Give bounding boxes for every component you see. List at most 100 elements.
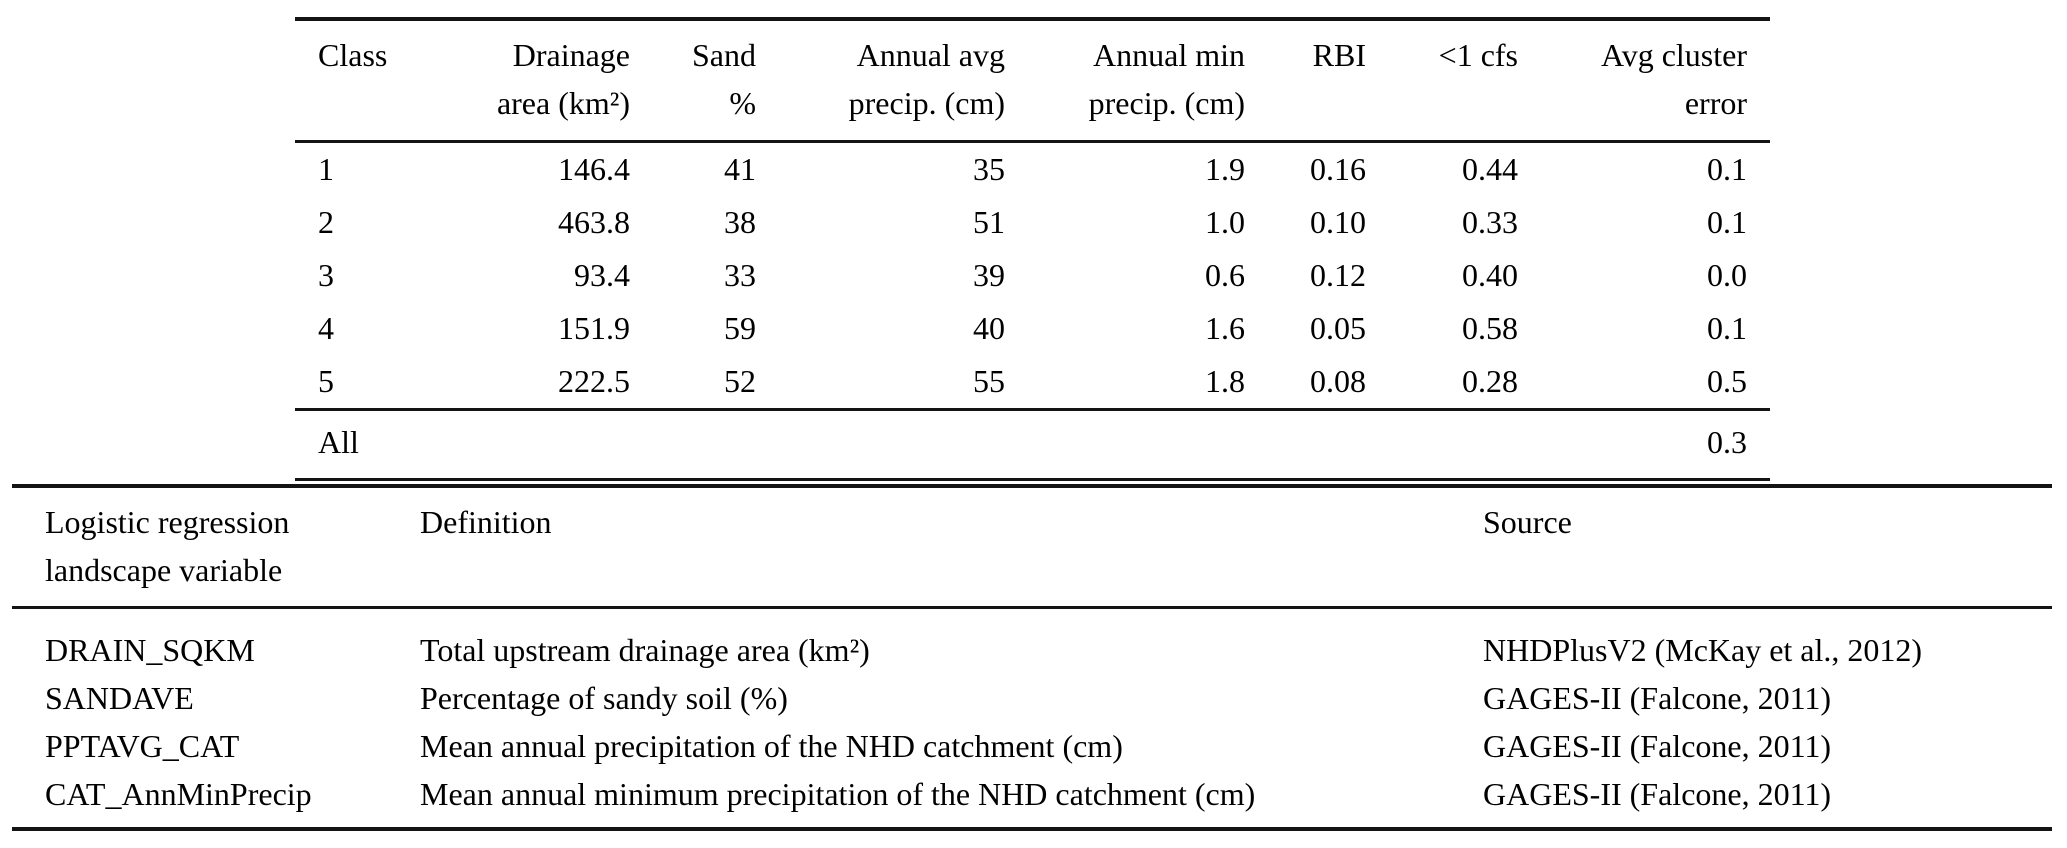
header-variable-line1: Logistic regression bbox=[45, 504, 290, 540]
cell-definition: Total upstream drainage area (km²) bbox=[420, 632, 870, 668]
cell-avg-precip: 40 bbox=[973, 310, 1005, 346]
cell-rbi: 0.08 bbox=[1310, 363, 1366, 399]
header-sand-pct: Sand% bbox=[630, 21, 756, 143]
header-drainage-area: Drainage area (km²) bbox=[425, 21, 630, 143]
cell-drainage: 463.8 bbox=[558, 204, 630, 240]
header-annual-avg-precip: Annual avg precip. (cm) bbox=[756, 21, 1005, 143]
cell-class: 2 bbox=[318, 204, 334, 240]
cell-min-precip: 0.6 bbox=[1205, 257, 1245, 293]
header-drainage-line1: Drainage bbox=[512, 37, 630, 73]
cell-class: 1 bbox=[318, 151, 334, 187]
cell-drainage: 222.5 bbox=[558, 363, 630, 399]
header-class-line1: Class bbox=[318, 37, 388, 73]
table-row-class-4: 4 151.9 59 40 1.6 0.05 0.58 0.1 bbox=[295, 302, 1770, 355]
cell-sand: 52 bbox=[724, 363, 756, 399]
cell-drainage: 93.4 bbox=[574, 257, 630, 293]
cell-lt1cfs: 0.28 bbox=[1462, 363, 1518, 399]
header-sand-line1: Sand bbox=[692, 37, 756, 73]
header-drainage-line2: area (km²) bbox=[496, 85, 630, 121]
header-source-label: Source bbox=[1483, 504, 1572, 540]
cell-drainage: 146.4 bbox=[558, 151, 630, 187]
cell-error: 0.1 bbox=[1707, 204, 1747, 240]
cell-sand: 41 bbox=[724, 151, 756, 187]
variable-header-row: Logistic regression landscape variable De… bbox=[12, 488, 2052, 609]
cell-source: GAGES-II (Falcone, 2011) bbox=[1483, 680, 1832, 716]
summary-avg-cluster-error: 0.3 bbox=[1518, 408, 1770, 478]
cell-drainage: 151.9 bbox=[558, 310, 630, 346]
header-rbi-line1: RBI bbox=[1312, 37, 1366, 73]
cell-definition: Mean annual minimum precipitation of the… bbox=[420, 776, 1256, 812]
cell-definition: Mean annual precipitation of the NHD cat… bbox=[420, 728, 1123, 764]
cluster-table-summary: All 0.3 bbox=[295, 408, 1770, 478]
header-variable: Logistic regression landscape variable bbox=[12, 488, 420, 609]
cell-rbi: 0.05 bbox=[1310, 310, 1366, 346]
cell-rbi: 0.10 bbox=[1310, 204, 1366, 240]
table-row-class-2: 2 463.8 38 51 1.0 0.10 0.33 0.1 bbox=[295, 196, 1770, 249]
header-source: Source bbox=[1483, 488, 2052, 609]
header-avg-precip-line1: Annual avg bbox=[856, 37, 1005, 73]
cell-error: 0.0 bbox=[1707, 257, 1747, 293]
cell-error: 0.1 bbox=[1707, 151, 1747, 187]
cell-definition: Percentage of sandy soil (%) bbox=[420, 680, 788, 716]
table-row-all: All 0.3 bbox=[295, 408, 1770, 478]
cell-lt1cfs: 0.58 bbox=[1462, 310, 1518, 346]
table-row-class-1: 1 146.4 41 35 1.9 0.16 0.44 0.1 bbox=[295, 143, 1770, 196]
header-min-precip-line1: Annual min bbox=[1093, 37, 1245, 73]
header-lt1cfs-line1: <1 cfs bbox=[1438, 37, 1518, 73]
table-row-class-3: 3 93.4 33 39 0.6 0.12 0.40 0.0 bbox=[295, 249, 1770, 302]
cell-min-precip: 1.0 bbox=[1205, 204, 1245, 240]
header-error-line1: Avg cluster bbox=[1600, 37, 1747, 73]
cell-avg-precip: 39 bbox=[973, 257, 1005, 293]
table-row-sandave: SANDAVE Percentage of sandy soil (%) GAG… bbox=[12, 674, 2052, 722]
cluster-table-body: 1 146.4 41 35 1.9 0.16 0.44 0.1 2 463.8 … bbox=[295, 143, 1770, 408]
cell-min-precip: 1.8 bbox=[1205, 363, 1245, 399]
cluster-table-header: Class Drainage area (km²) Sand% Annual av… bbox=[295, 21, 1770, 143]
cell-error: 0.5 bbox=[1707, 363, 1747, 399]
header-definition-label: Definition bbox=[420, 504, 552, 540]
cluster-summary-table: Class Drainage area (km²) Sand% Annual av… bbox=[295, 17, 1770, 481]
cell-source: GAGES-II (Falcone, 2011) bbox=[1483, 728, 1832, 764]
cell-lt1cfs: 0.44 bbox=[1462, 151, 1518, 187]
cell-variable: DRAIN_SQKM bbox=[45, 632, 255, 668]
cluster-header-row: Class Drainage area (km²) Sand% Annual av… bbox=[295, 21, 1770, 143]
variable-table-header: Logistic regression landscape variable De… bbox=[12, 488, 2052, 609]
cell-lt1cfs: 0.33 bbox=[1462, 204, 1518, 240]
summary-spacer bbox=[425, 408, 1518, 478]
cell-min-precip: 1.6 bbox=[1205, 310, 1245, 346]
cell-lt1cfs: 0.40 bbox=[1462, 257, 1518, 293]
table-row-pptavg-cat: PPTAVG_CAT Mean annual precipitation of … bbox=[12, 722, 2052, 770]
header-avg-cluster-error: Avg cluster error bbox=[1518, 21, 1770, 143]
table-row-drain-sqkm: DRAIN_SQKM Total upstream drainage area … bbox=[12, 609, 2052, 674]
cell-rbi: 0.12 bbox=[1310, 257, 1366, 293]
cell-source: NHDPlusV2 (McKay et al., 2012) bbox=[1483, 632, 1923, 668]
header-avg-precip-line2: precip. (cm) bbox=[848, 85, 1005, 121]
cell-avg-precip: 35 bbox=[973, 151, 1005, 187]
table-row-class-5: 5 222.5 52 55 1.8 0.08 0.28 0.5 bbox=[295, 355, 1770, 408]
header-lt1cfs: <1 cfs bbox=[1366, 21, 1518, 143]
cell-class: 5 bbox=[318, 363, 334, 399]
header-variable-line2: landscape variable bbox=[45, 552, 283, 588]
header-sand-line2: % bbox=[729, 85, 756, 121]
cell-variable: SANDAVE bbox=[45, 680, 194, 716]
cell-sand: 38 bbox=[724, 204, 756, 240]
cell-avg-precip: 55 bbox=[973, 363, 1005, 399]
table-row-cat-annminprecip: CAT_AnnMinPrecip Mean annual minimum pre… bbox=[12, 770, 2052, 827]
summary-label: All bbox=[295, 408, 425, 478]
variable-definition-table: Logistic regression landscape variable De… bbox=[12, 484, 2052, 831]
cell-source: GAGES-II (Falcone, 2011) bbox=[1483, 776, 1832, 812]
variable-table-body: DRAIN_SQKM Total upstream drainage area … bbox=[12, 609, 2052, 827]
cell-min-precip: 1.9 bbox=[1205, 151, 1245, 187]
cell-rbi: 0.16 bbox=[1310, 151, 1366, 187]
cell-sand: 59 bbox=[724, 310, 756, 346]
header-class: Class bbox=[295, 21, 425, 143]
cell-variable: CAT_AnnMinPrecip bbox=[45, 776, 312, 812]
cell-class: 4 bbox=[318, 310, 334, 346]
cell-class: 3 bbox=[318, 257, 334, 293]
header-definition: Definition bbox=[420, 488, 1483, 609]
cell-sand: 33 bbox=[724, 257, 756, 293]
header-error-line2: error bbox=[1684, 85, 1747, 121]
cell-error: 0.1 bbox=[1707, 310, 1747, 346]
cell-variable: PPTAVG_CAT bbox=[45, 728, 240, 764]
cell-avg-precip: 51 bbox=[973, 204, 1005, 240]
